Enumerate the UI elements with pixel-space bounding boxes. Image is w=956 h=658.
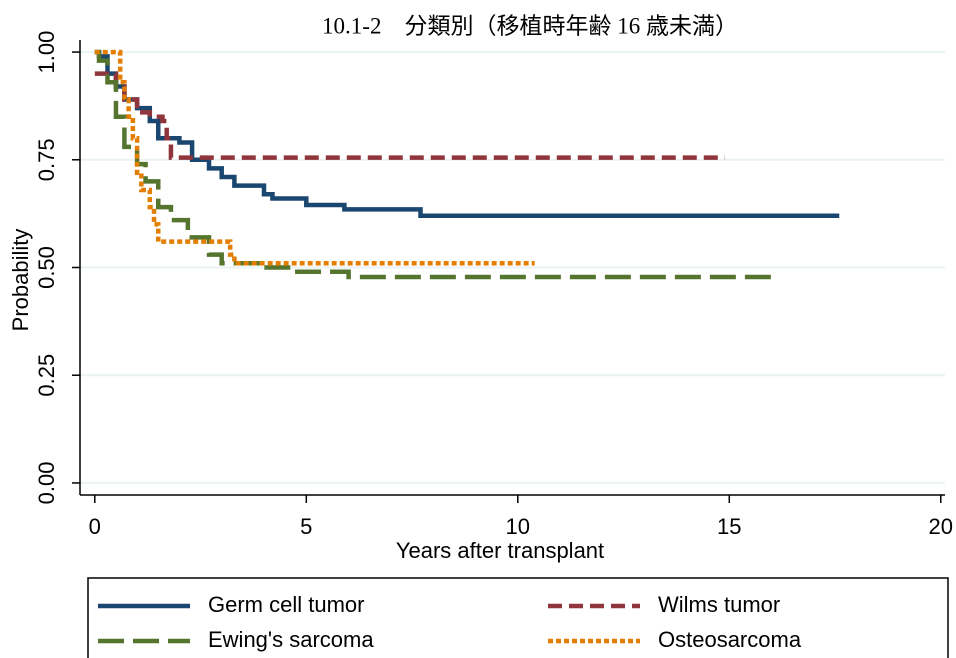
x-tick-label: 5 — [300, 514, 312, 539]
survival-line — [94, 49, 840, 219]
legend-label: Ewing's sarcoma — [208, 627, 374, 652]
y-tick-label: 1.00 — [34, 31, 59, 74]
y-tick-label: 0.75 — [34, 138, 59, 181]
legend-label: Osteosarcoma — [658, 627, 802, 652]
x-axis-title: Years after transplant — [396, 538, 604, 563]
survival-line — [94, 49, 535, 266]
y-tick-label: 0.25 — [34, 354, 59, 397]
x-tick-label: 0 — [89, 514, 101, 539]
legend-box — [87, 577, 949, 658]
x-tick-label: 10 — [506, 514, 530, 539]
y-tick-label: 0.00 — [34, 462, 59, 505]
legend-label: Wilms tumor — [658, 592, 780, 617]
survival-line — [94, 71, 726, 160]
x-tick-label: 15 — [717, 514, 741, 539]
legend-label: Germ cell tumor — [208, 592, 364, 617]
x-tick-label: 20 — [929, 514, 953, 539]
survival-line — [94, 49, 776, 280]
y-axis-title: Probability — [8, 229, 33, 332]
y-tick-label: 0.50 — [34, 246, 59, 289]
chart-title: 10.1-2 分類別（移植時年齢 16 歳未満） — [322, 13, 738, 38]
